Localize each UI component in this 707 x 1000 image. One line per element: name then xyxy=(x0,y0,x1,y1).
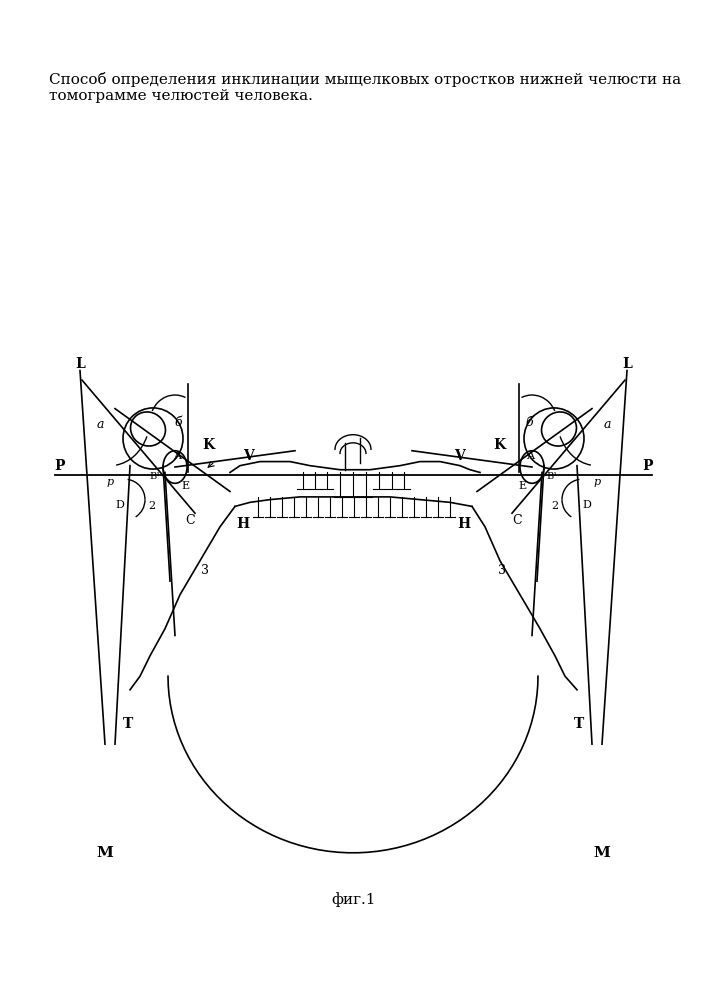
Text: H: H xyxy=(457,517,471,531)
Text: E: E xyxy=(518,481,526,491)
Text: б: б xyxy=(174,416,182,429)
Text: V: V xyxy=(243,449,253,463)
Text: Способ определения инклинации мыщелковых отростков нижней челюсти на
томограмме : Способ определения инклинации мыщелковых… xyxy=(49,72,682,103)
Text: 3: 3 xyxy=(498,564,506,577)
Text: p: p xyxy=(593,477,600,487)
Text: E: E xyxy=(181,481,189,491)
Text: D: D xyxy=(583,500,592,510)
Text: B¹: B¹ xyxy=(149,472,160,481)
Text: K: K xyxy=(202,438,214,452)
Text: D: D xyxy=(115,500,124,510)
Text: M: M xyxy=(594,846,610,860)
Text: p: p xyxy=(107,477,114,487)
Text: фиг.1: фиг.1 xyxy=(332,893,375,907)
Text: б: б xyxy=(525,416,533,429)
Text: T: T xyxy=(123,717,133,731)
Text: H: H xyxy=(236,517,250,531)
Text: P: P xyxy=(54,459,65,473)
Text: C: C xyxy=(185,514,195,526)
Text: L: L xyxy=(75,357,85,371)
Text: 3: 3 xyxy=(201,564,209,577)
Text: A: A xyxy=(526,451,534,461)
Text: C: C xyxy=(512,514,522,526)
Text: V: V xyxy=(454,449,464,463)
Text: 2: 2 xyxy=(551,501,559,511)
Text: B¹: B¹ xyxy=(547,472,558,481)
Text: P: P xyxy=(643,459,653,473)
Text: M: M xyxy=(97,846,113,860)
Text: L: L xyxy=(622,357,632,371)
Text: 2: 2 xyxy=(148,501,156,511)
Text: K: K xyxy=(493,438,505,452)
Text: a: a xyxy=(603,418,611,431)
Text: T: T xyxy=(574,717,584,731)
Text: a: a xyxy=(96,418,104,431)
Text: A: A xyxy=(173,451,181,461)
